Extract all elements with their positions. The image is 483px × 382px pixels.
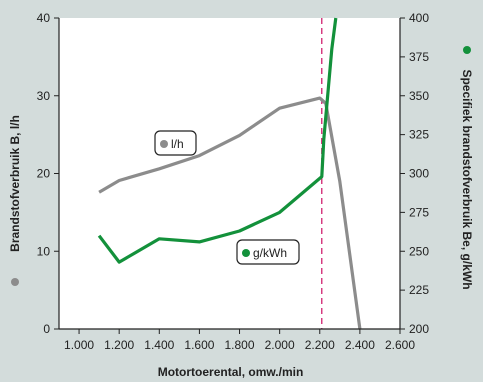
legend-box [154, 130, 197, 156]
x-tick-label: 1.400 [144, 338, 174, 352]
legend-dot [242, 249, 250, 257]
y-right-title-bullet [463, 46, 471, 54]
y-right-tick-label: 225 [409, 283, 429, 297]
y-left-tick-label: 10 [37, 244, 51, 258]
y-right-tick-label: 250 [409, 244, 429, 258]
x-tick-label: 1.200 [104, 338, 134, 352]
y-right-tick-label: 375 [409, 50, 429, 64]
x-tick-label: 2.400 [345, 338, 375, 352]
series-line-g-kwh [97, 17, 338, 264]
y-right-tick-label: 300 [409, 167, 429, 181]
y-right-tick-label: 275 [409, 205, 429, 219]
legend-label: l/h [171, 137, 184, 151]
x-tick-label: 2.000 [265, 338, 295, 352]
y-left-tick-label: 40 [37, 11, 51, 25]
legend-box [236, 239, 300, 265]
x-tick-label: 2.600 [385, 338, 415, 352]
y-left-tick-label: 30 [37, 89, 51, 103]
y-left-tick-label: 20 [37, 167, 51, 181]
legend-label: g/kWh [253, 246, 287, 260]
x-tick-label: 1.000 [64, 338, 94, 352]
y-left-tick-label: 0 [43, 322, 50, 336]
y-right-tick-label: 325 [409, 128, 429, 142]
y-right-tick-label: 200 [409, 322, 429, 336]
x-tick-label: 2.200 [305, 338, 335, 352]
legend-item: l/h [154, 130, 197, 156]
y-left-title-bullet [11, 278, 19, 286]
legend-dot [160, 140, 168, 148]
y-right-axis-title: Specifiek brandstofverbruik Be, g/kWh [460, 69, 474, 289]
x-axis-title: Motortoerental, omw./min [158, 365, 304, 379]
plot-area [59, 18, 400, 329]
series-line-l-h [98, 96, 362, 330]
y-right-tick-label: 400 [409, 11, 429, 25]
y-left-axis-title: Brandstofverbruik B, l/h [8, 115, 22, 252]
legend-item: g/kWh [236, 239, 300, 265]
y-right-tick-label: 350 [409, 89, 429, 103]
x-tick-label: 1.600 [184, 338, 214, 352]
x-tick-label: 1.800 [225, 338, 255, 352]
